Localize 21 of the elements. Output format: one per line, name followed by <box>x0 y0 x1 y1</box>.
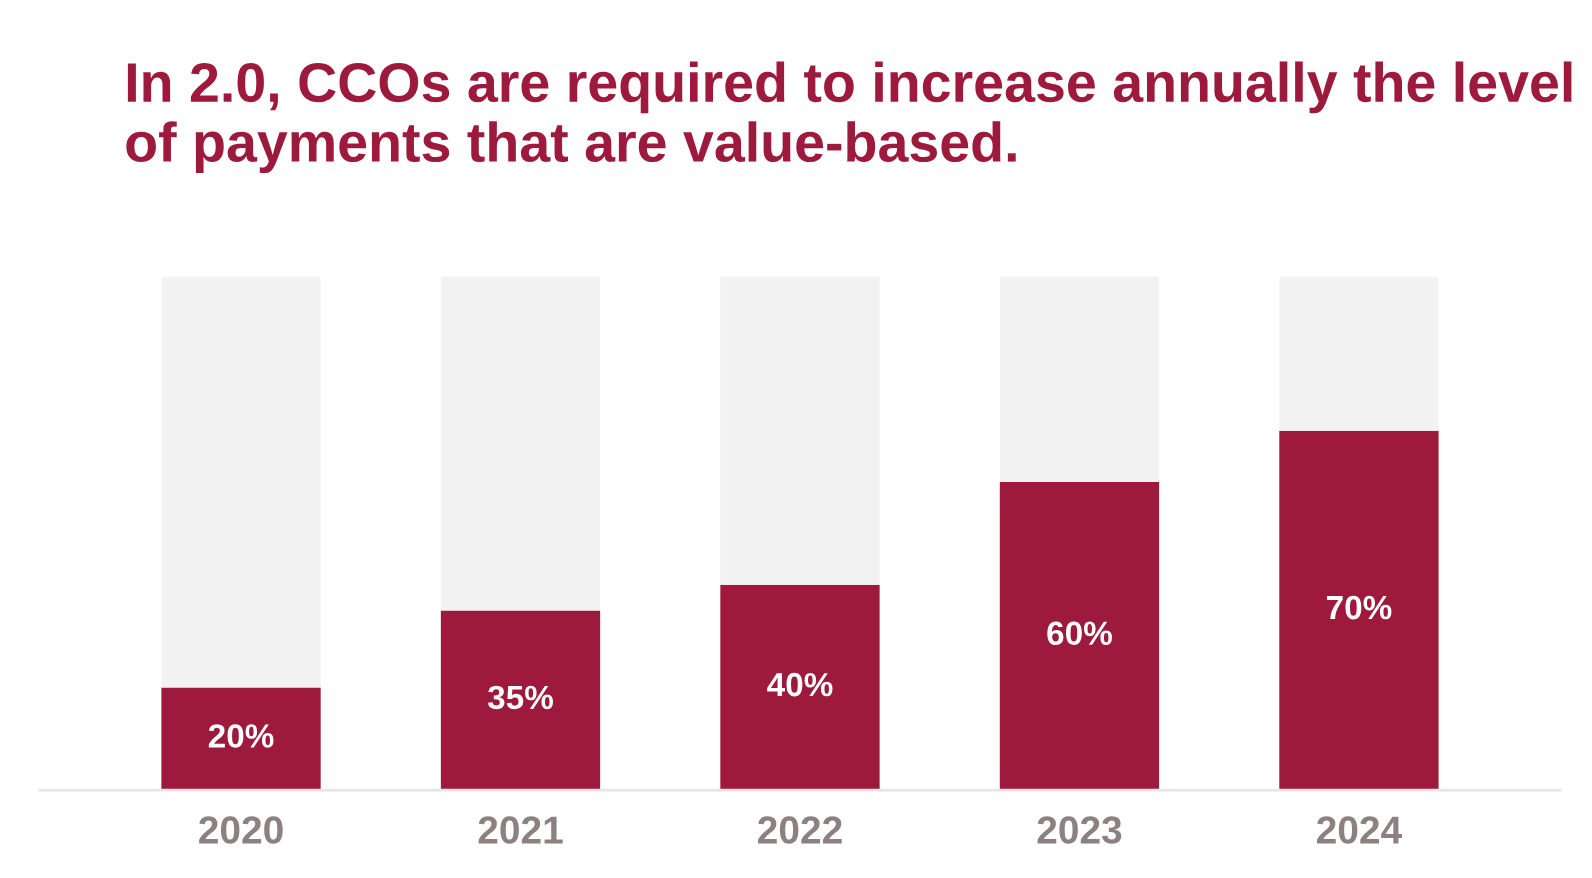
bar <box>720 276 880 585</box>
bar <box>1279 430 1439 791</box>
x-tick-label: 2023 <box>1037 816 1122 844</box>
x-tick-label: 2021 <box>478 816 563 844</box>
data-label: 40% <box>767 672 833 697</box>
data-label: 70% <box>1327 595 1392 620</box>
x-tick-label: 2024 <box>1317 816 1402 844</box>
bar <box>1279 276 1439 431</box>
data-label: 35% <box>487 685 553 710</box>
bar <box>720 584 880 791</box>
bar <box>999 482 1160 791</box>
data-label: 20% <box>208 724 274 748</box>
bar <box>440 610 601 791</box>
bar <box>161 687 321 791</box>
x-tick-label: 2020 <box>199 816 283 844</box>
bar <box>161 276 321 688</box>
bar <box>440 276 601 611</box>
data-label: 60% <box>1047 621 1112 646</box>
bar <box>999 276 1160 483</box>
x-tick-label: 2022 <box>758 816 842 844</box>
chart-title: In 2.0, CCOs are required to increase annually the level of payments that are value-based. <box>126 61 1572 174</box>
